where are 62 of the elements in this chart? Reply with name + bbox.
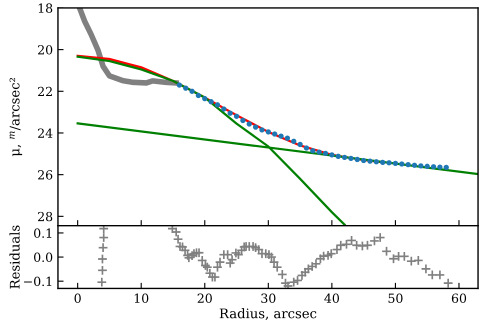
y-tick-label: 0.1 [34, 228, 52, 238]
point [418, 163, 424, 169]
x-tick-label: 30 [261, 294, 276, 303]
point [304, 145, 310, 151]
y-tick-label: 28 [38, 212, 52, 222]
y-tick-label: 24 [38, 128, 52, 138]
point [405, 162, 411, 168]
point [399, 161, 404, 167]
point [221, 106, 226, 112]
point [386, 160, 392, 166]
point [392, 160, 398, 166]
point [189, 88, 195, 94]
y-tick-label: 0.0 [34, 252, 52, 262]
point [284, 136, 290, 141]
point [176, 82, 182, 88]
point [183, 86, 188, 91]
x-axis-title: Radius, arcsec [220, 308, 316, 320]
point [208, 99, 214, 104]
point [202, 96, 208, 102]
point [329, 152, 335, 158]
point [342, 154, 348, 160]
point [354, 156, 360, 162]
point [297, 142, 303, 148]
point [322, 150, 328, 156]
point [228, 110, 233, 116]
point [214, 102, 220, 108]
point [444, 164, 449, 170]
point [424, 164, 430, 169]
y-axis-title: Residuals [9, 225, 20, 289]
point [259, 127, 265, 133]
point [367, 158, 373, 164]
point [437, 164, 443, 170]
point [374, 159, 380, 164]
point [316, 149, 322, 155]
point [380, 160, 386, 166]
x-tick-label: 50 [388, 294, 403, 303]
point [412, 162, 418, 168]
y-axis-title: μ, $^{m}$/arcsec² [10, 78, 22, 156]
point [234, 114, 240, 119]
x-tick-label: 40 [324, 294, 339, 303]
point [278, 133, 284, 139]
x-tick-label: 60 [452, 294, 466, 303]
point [196, 92, 202, 98]
x-tick-label: 10 [134, 294, 148, 303]
point [266, 129, 271, 135]
point [348, 156, 354, 162]
y-tick-label: 22 [38, 86, 52, 96]
point [360, 158, 366, 164]
y-tick-label: 18 [38, 3, 52, 13]
point [272, 131, 278, 137]
y-tick-label: −0.1 [24, 276, 52, 286]
point [336, 154, 341, 159]
point [246, 121, 252, 127]
y-tick-label: 20 [38, 45, 52, 55]
point [252, 124, 258, 130]
x-tick-label: 0 [74, 294, 81, 303]
x-tick-label: 20 [198, 294, 212, 303]
point [240, 118, 246, 124]
point [430, 164, 436, 170]
point [310, 148, 316, 154]
point [291, 138, 296, 144]
y-tick-label: 26 [38, 170, 52, 180]
